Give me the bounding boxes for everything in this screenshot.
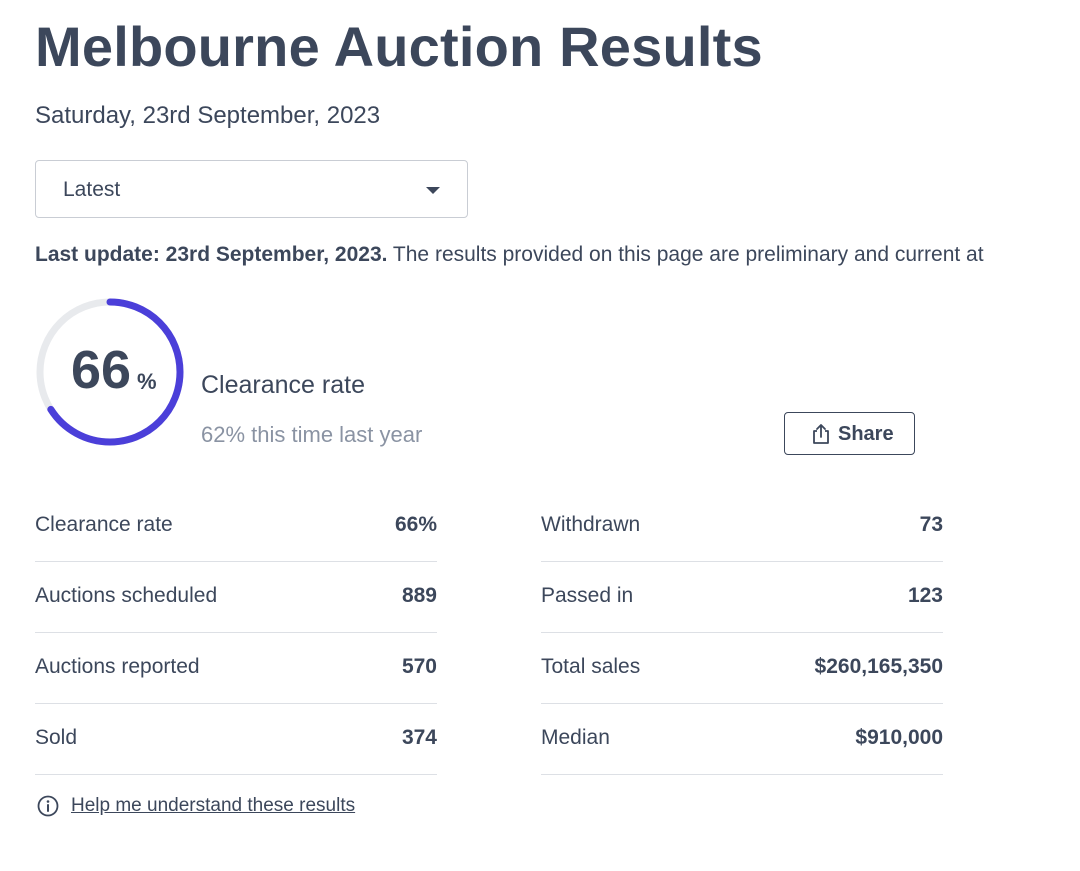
info-icon bbox=[37, 795, 59, 817]
period-select[interactable]: Latest bbox=[35, 160, 468, 218]
stat-value: 570 bbox=[401, 655, 437, 678]
stat-label: Passed in bbox=[541, 584, 634, 607]
stat-row-clearance-rate: Clearance rate 66% bbox=[35, 491, 437, 562]
stat-value: 123 bbox=[907, 584, 943, 607]
stat-label: Clearance rate bbox=[35, 513, 173, 536]
clearance-rate-label: Clearance rate bbox=[201, 371, 365, 399]
share-button-label: Share bbox=[838, 423, 894, 445]
clearance-rate-gauge: 66 % bbox=[35, 297, 185, 447]
clearance-rate-number: 66 bbox=[71, 340, 132, 400]
stat-value: 889 bbox=[401, 584, 437, 607]
help-link[interactable]: Help me understand these results bbox=[71, 795, 356, 816]
stat-label: Sold bbox=[35, 726, 78, 749]
stat-label: Auctions reported bbox=[35, 655, 200, 678]
clearance-ring bbox=[36, 298, 184, 446]
stat-label: Auctions scheduled bbox=[35, 584, 218, 607]
stat-row-median: Median $910,000 bbox=[541, 704, 943, 775]
clearance-rate-unit: % bbox=[137, 369, 157, 394]
stat-row-sold: Sold 374 bbox=[35, 704, 437, 775]
stat-row-withdrawn: Withdrawn 73 bbox=[541, 491, 943, 562]
stat-value: 66% bbox=[394, 513, 437, 536]
stats-table-right: Withdrawn 73 Passed in 123 Total sales $… bbox=[541, 491, 943, 775]
stat-label: Total sales bbox=[541, 655, 641, 678]
stat-row-auctions-reported: Auctions reported 570 bbox=[35, 633, 437, 704]
last-update-text: The results provided on this page are pr… bbox=[387, 243, 984, 266]
stat-label: Median bbox=[541, 726, 610, 749]
stat-label: Withdrawn bbox=[541, 513, 641, 536]
stat-value: $260,165,350 bbox=[814, 655, 943, 678]
last-update-date: Last update: 23rd September, 2023. bbox=[35, 243, 388, 266]
stat-value: 374 bbox=[401, 726, 437, 749]
last-update-notice: Last update: 23rd September, 2023. The r… bbox=[35, 243, 984, 267]
clearance-last-year: 62% this time last year bbox=[201, 422, 423, 447]
clearance-ring-fill bbox=[36, 298, 184, 446]
share-icon bbox=[813, 424, 829, 444]
chevron-down-icon bbox=[426, 187, 440, 194]
stat-value: 73 bbox=[919, 513, 943, 536]
results-date: Saturday, 23rd September, 2023 bbox=[35, 102, 381, 129]
stat-value: $910,000 bbox=[855, 726, 943, 749]
stats-table-left: Clearance rate 66% Auctions scheduled 88… bbox=[35, 491, 437, 775]
period-select-value: Latest bbox=[63, 178, 121, 201]
stat-row-auctions-scheduled: Auctions scheduled 889 bbox=[35, 562, 437, 633]
page-title: Melbourne Auction Results bbox=[35, 15, 763, 78]
stat-row-total-sales: Total sales $260,165,350 bbox=[541, 633, 943, 704]
share-button[interactable]: Share bbox=[784, 412, 915, 455]
stat-row-passed-in: Passed in 123 bbox=[541, 562, 943, 633]
